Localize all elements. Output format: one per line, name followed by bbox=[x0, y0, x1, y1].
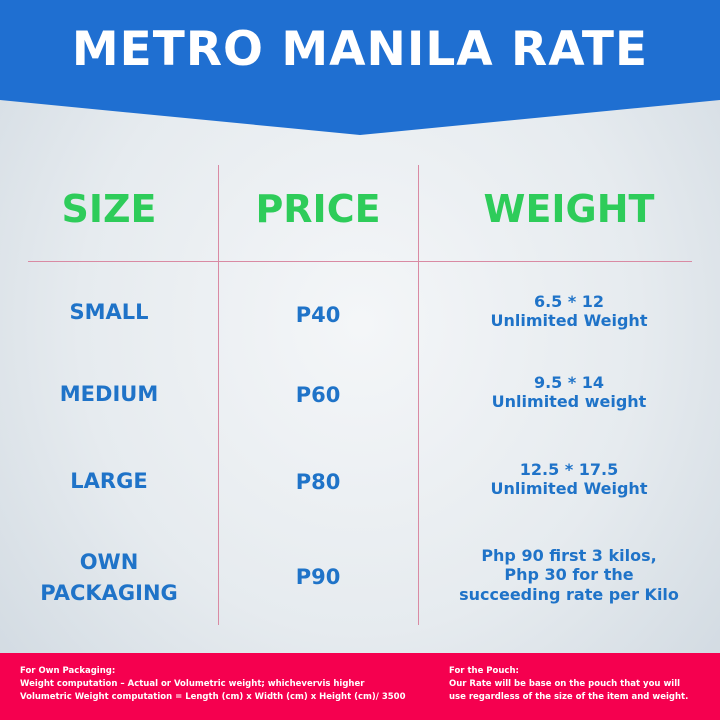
weight-line: Php 30 for the bbox=[504, 565, 634, 585]
weight-line: 12.5 * 17.5 bbox=[519, 459, 619, 479]
note-line: Our Rate will be base on the pouch that … bbox=[449, 678, 681, 689]
title-banner: METRO MANILA RATE bbox=[0, 0, 720, 135]
banner-shape bbox=[0, 0, 720, 135]
weight-line: Unlimited weight bbox=[491, 392, 647, 411]
row-small-price: P40 bbox=[295, 302, 341, 327]
size-line: PACKAGING bbox=[40, 580, 178, 605]
weight-line: succeeding rate per Kilo bbox=[459, 584, 679, 604]
row-large-size: LARGE bbox=[70, 468, 148, 493]
weight-line: Unlimited Weight bbox=[490, 479, 648, 498]
header-size: SIZE bbox=[61, 187, 157, 231]
pouch-note: For the Pouch: Our Rate will be base on … bbox=[449, 665, 688, 703]
rate-table: SIZE PRICE WEIGHT SMALL P40 6.5 * 12 Unl… bbox=[0, 165, 720, 625]
row-medium-weight: 9.5 * 14 Unlimited weight bbox=[418, 368, 720, 416]
own-packaging-note: For Own Packaging: Weight computation – … bbox=[20, 665, 406, 703]
row-own-packaging-price: P90 bbox=[295, 564, 341, 589]
footer-notes: For Own Packaging: Weight computation – … bbox=[0, 653, 720, 720]
page-title: METRO MANILA RATE bbox=[71, 22, 649, 77]
row-large-price: P80 bbox=[295, 469, 341, 494]
size-line: OWN bbox=[79, 550, 139, 575]
column-divider bbox=[418, 165, 419, 625]
row-own-packaging-weight: Php 90 first 3 kilos, Php 30 for the suc… bbox=[418, 542, 720, 608]
row-small-size: SMALL bbox=[69, 299, 149, 324]
weight-line: 6.5 * 12 bbox=[533, 291, 605, 311]
weight-line: Php 90 first 3 kilos, bbox=[481, 546, 657, 566]
row-small-weight: 6.5 * 12 Unlimited Weight bbox=[418, 287, 720, 335]
weight-line: 9.5 * 14 bbox=[533, 372, 605, 392]
note-heading: For Own Packaging: bbox=[20, 666, 116, 676]
weight-line: Unlimited Weight bbox=[490, 311, 648, 330]
row-medium-price: P60 bbox=[295, 382, 341, 407]
row-large-weight: 12.5 * 17.5 Unlimited Weight bbox=[418, 455, 720, 503]
column-divider bbox=[218, 165, 219, 625]
note-line: Volumetric Weight computation = Length (… bbox=[20, 691, 406, 702]
note-heading: For the Pouch: bbox=[449, 666, 519, 676]
header-weight: WEIGHT bbox=[483, 187, 655, 231]
note-line: Weight computation – Actual or Volumetri… bbox=[20, 678, 365, 689]
row-medium-size: MEDIUM bbox=[59, 381, 159, 406]
row-own-packaging-size: OWN PACKAGING bbox=[0, 545, 218, 610]
header-divider bbox=[28, 261, 692, 262]
note-line: use regardless of the size of the item a… bbox=[449, 691, 689, 702]
header-price: PRICE bbox=[255, 187, 381, 231]
